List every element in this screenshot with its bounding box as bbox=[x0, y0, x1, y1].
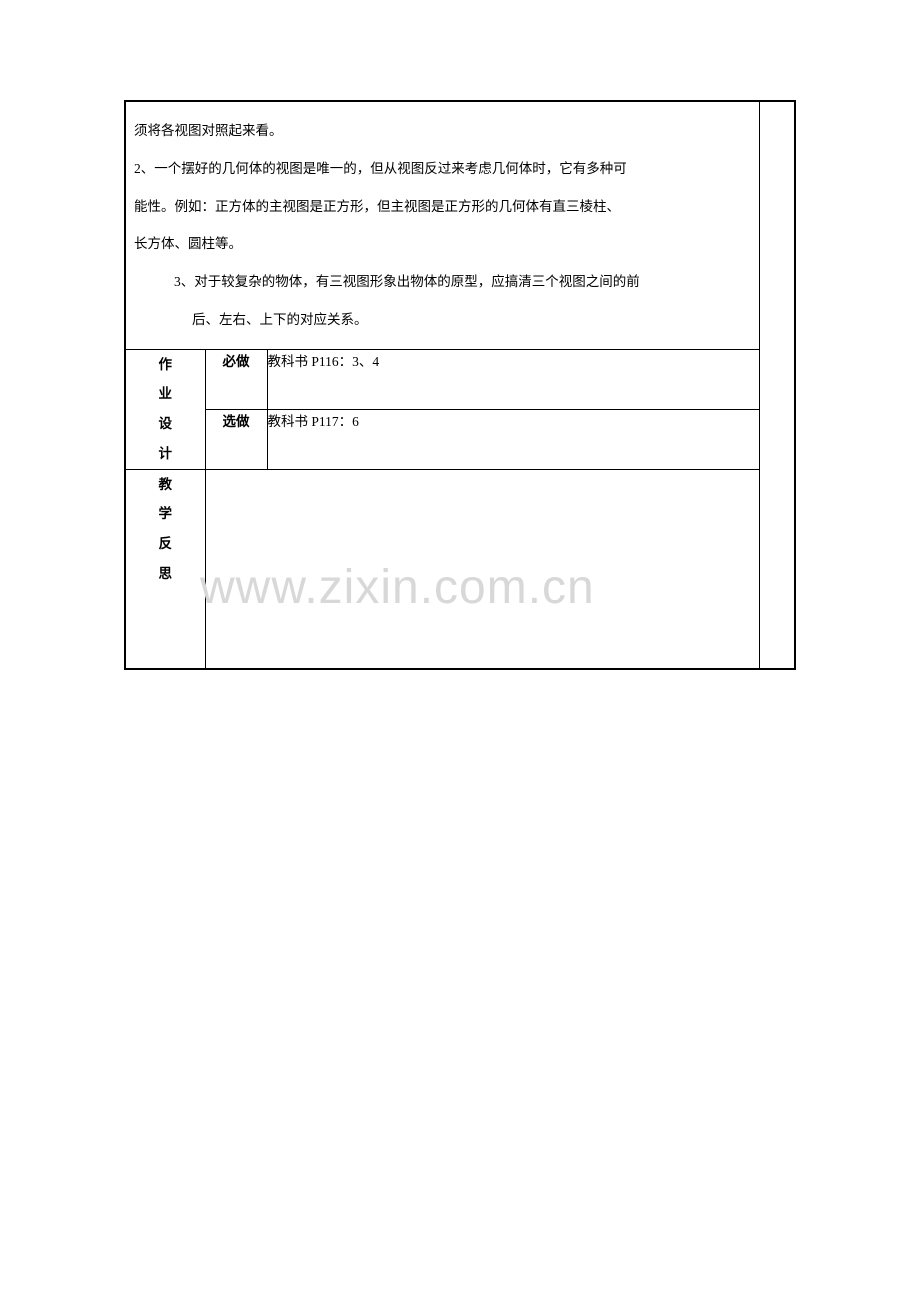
reflection-row: 教学反思 bbox=[125, 469, 795, 669]
reflection-content bbox=[205, 469, 759, 669]
reflection-label: 教学反思 bbox=[125, 469, 205, 669]
body-line-5: 3、对于较复杂的物体，有三视图形象出物体的原型，应搞清三个视图之间的前 bbox=[134, 263, 751, 301]
body-line-1: 须将各视图对照起来看。 bbox=[134, 112, 751, 150]
body-row: 须将各视图对照起来看。 2、一个摆好的几何体的视图是唯一的，但从视图反过来考虑几… bbox=[125, 101, 795, 349]
homework-required-row: 作业设计 必做 教科书 P116：3、4 bbox=[125, 349, 795, 409]
body-line-2: 2、一个摆好的几何体的视图是唯一的，但从视图反过来考虑几何体时，它有多种可 bbox=[134, 150, 751, 188]
optional-content: 教科书 P117：6 bbox=[267, 409, 759, 469]
required-label: 必做 bbox=[205, 349, 267, 409]
right-blank-column bbox=[759, 101, 795, 669]
body-line-4: 长方体、圆柱等。 bbox=[134, 225, 751, 263]
homework-optional-row: 选做 教科书 P117：6 bbox=[125, 409, 795, 469]
body-text-section: 须将各视图对照起来看。 2、一个摆好的几何体的视图是唯一的，但从视图反过来考虑几… bbox=[126, 102, 759, 349]
body-text-cell: 须将各视图对照起来看。 2、一个摆好的几何体的视图是唯一的，但从视图反过来考虑几… bbox=[125, 101, 759, 349]
body-line-6: 后、左右、上下的对应关系。 bbox=[134, 301, 751, 339]
page-container: 须将各视图对照起来看。 2、一个摆好的几何体的视图是唯一的，但从视图反过来考虑几… bbox=[124, 100, 796, 670]
body-line-3: 能性。例如：正方体的主视图是正方形，但主视图是正方形的几何体有直三棱柱、 bbox=[134, 188, 751, 226]
optional-label: 选做 bbox=[205, 409, 267, 469]
homework-section-text: 作业设计 bbox=[159, 350, 173, 469]
reflection-label-text: 教学反思 bbox=[159, 470, 173, 589]
homework-section-label: 作业设计 bbox=[125, 349, 205, 469]
content-table: 须将各视图对照起来看。 2、一个摆好的几何体的视图是唯一的，但从视图反过来考虑几… bbox=[124, 100, 796, 670]
required-content: 教科书 P116：3、4 bbox=[267, 349, 759, 409]
